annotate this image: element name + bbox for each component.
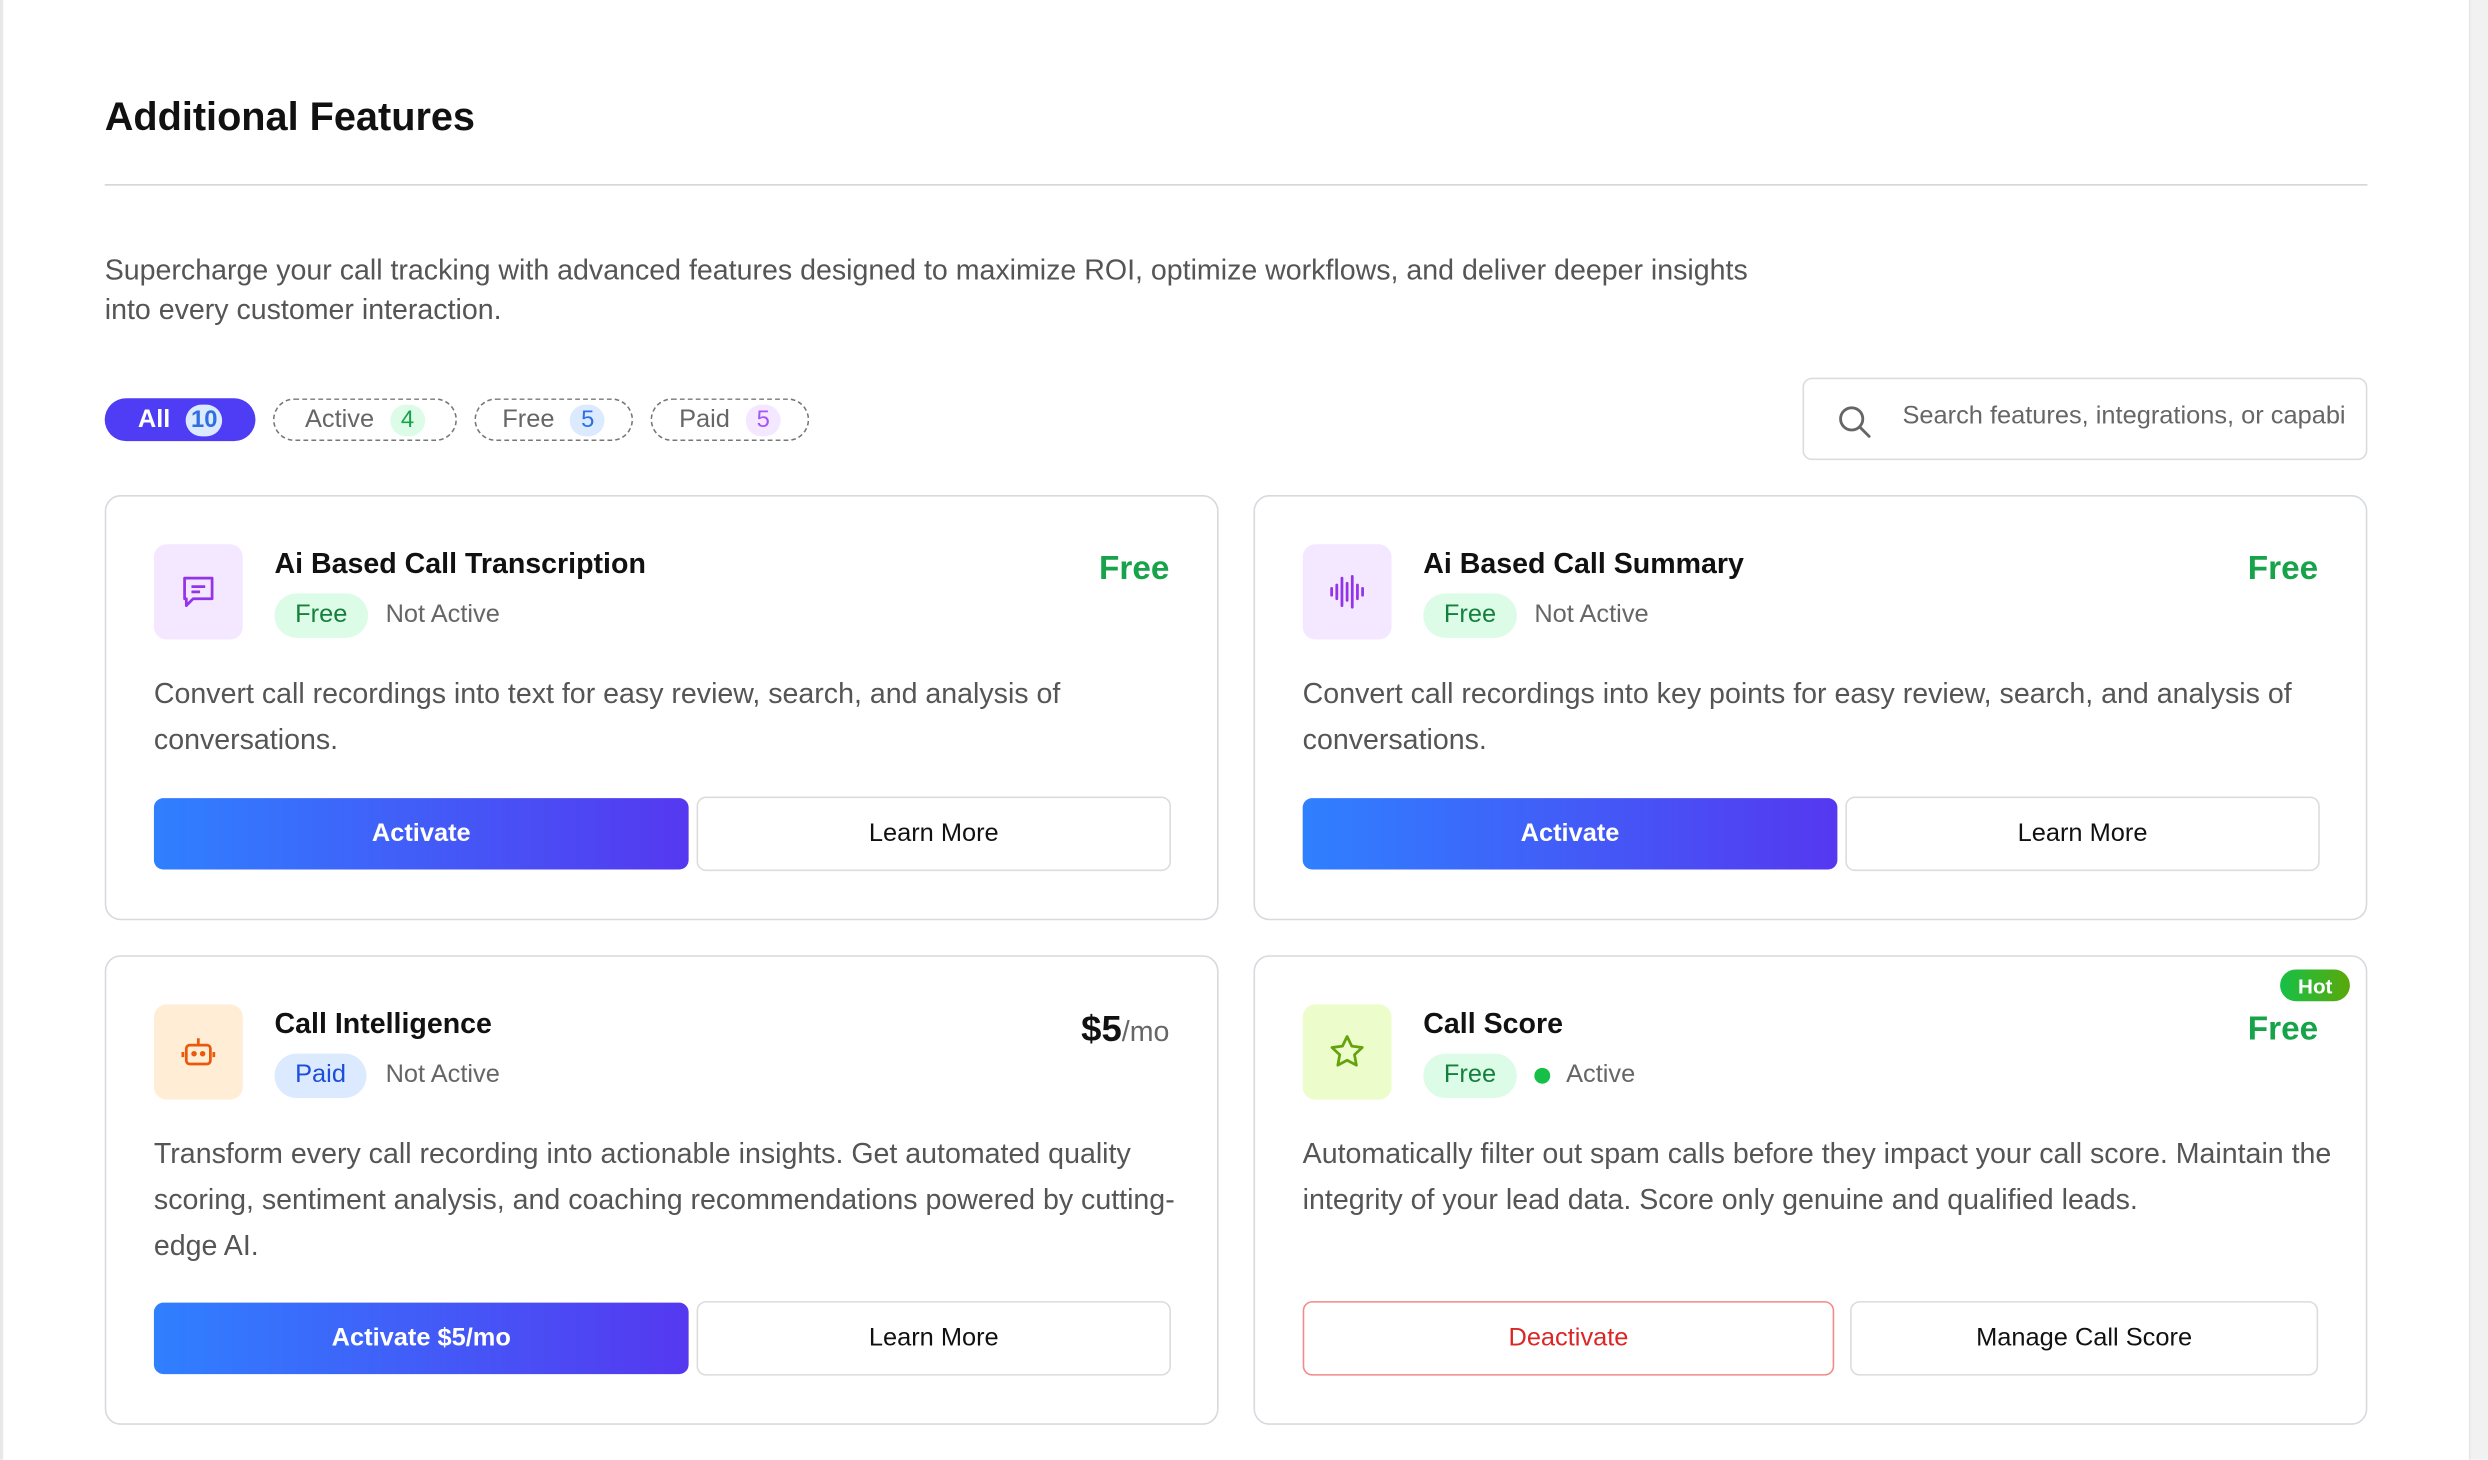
search-input[interactable]: [1899, 401, 2350, 434]
page-title: Additional Features: [104, 95, 476, 140]
status-text: Not Active: [386, 601, 500, 630]
card-description: Convert call recordings into text for ea…: [153, 677, 1061, 756]
filter-count: 5: [745, 403, 781, 436]
filter-active[interactable]: Active 4: [272, 398, 457, 442]
card-title: Call Score: [1423, 1007, 1563, 1040]
filter-count: 10: [186, 403, 223, 436]
search-box[interactable]: [1802, 377, 2368, 461]
filter-label: Active: [304, 405, 375, 433]
scrollbar[interactable]: [2468, 0, 2488, 1460]
manage-call-score-button[interactable]: Manage Call Score: [1850, 1301, 2319, 1376]
filter-count: 4: [389, 403, 425, 436]
card-description: Convert call recordings into key points …: [1302, 677, 2292, 756]
feature-card: Call Intelligence Paid Not Active $5/mo …: [104, 955, 1219, 1425]
card-price: $5/mo: [1081, 1008, 1169, 1051]
card-price: Free: [1099, 550, 1170, 588]
page-description: Supercharge your call tracking with adva…: [104, 253, 1748, 326]
price-badge: Free: [1423, 593, 1517, 638]
feature-card: Ai Based Call Summary Free Not Active Fr…: [1253, 495, 2368, 921]
active-dot: [1534, 1067, 1551, 1084]
star-icon: [1302, 1004, 1392, 1100]
status-text: Not Active: [386, 1062, 500, 1091]
filter-all[interactable]: All 10: [104, 398, 256, 442]
chat-bubble-icon: [153, 544, 243, 640]
learn-more-button[interactable]: Learn More: [1845, 796, 2320, 872]
status-text: Not Active: [1534, 601, 1648, 630]
filter-label: Free: [502, 405, 555, 433]
price-badge: Paid: [274, 1053, 367, 1098]
waveform-icon: [1302, 544, 1392, 640]
card-title: Ai Based Call Summary: [1423, 547, 1744, 580]
price-badge: Free: [1423, 1053, 1517, 1098]
feature-card: Ai Based Call Transcription Free Not Act…: [104, 495, 1219, 921]
price-unit: /mo: [1121, 1015, 1170, 1048]
status-label: Active: [1566, 1061, 1636, 1089]
search-icon: [1839, 406, 1871, 438]
status-label: Not Active: [385, 1061, 500, 1089]
learn-more-button[interactable]: Learn More: [696, 1301, 1171, 1376]
card-title: Ai Based Call Transcription: [274, 547, 646, 580]
filter-label: All: [137, 405, 171, 433]
deactivate-button[interactable]: Deactivate: [1302, 1301, 1835, 1376]
learn-more-button[interactable]: Learn More: [696, 796, 1171, 872]
card-price: Free: [2247, 1010, 2319, 1048]
feature-card: Hot Call Score Free Active Free Automati…: [1253, 955, 2368, 1425]
activate-paid-button[interactable]: Activate $5/mo: [153, 1302, 689, 1375]
status-label: Not Active: [385, 601, 500, 629]
price-amount: $5: [1081, 1007, 1122, 1049]
activate-button[interactable]: Activate: [1302, 798, 1838, 870]
activate-button[interactable]: Activate: [153, 798, 689, 870]
status-label: Not Active: [1534, 601, 1649, 629]
card-description: Transform every call recording into acti…: [153, 1137, 1175, 1262]
left-border: [0, 0, 4, 1460]
card-price: Free: [2247, 550, 2319, 588]
hot-badge: Hot: [2280, 969, 2350, 1002]
divider: [104, 184, 2368, 186]
filter-paid[interactable]: Paid 5: [650, 398, 810, 442]
filter-free[interactable]: Free 5: [474, 398, 634, 442]
filter-label: Paid: [679, 405, 730, 433]
filter-count: 5: [570, 403, 606, 436]
status-text: Active: [1534, 1062, 1635, 1091]
card-description: Automatically filter out spam calls befo…: [1302, 1137, 2332, 1216]
card-title: Call Intelligence: [274, 1007, 492, 1040]
robot-icon: [153, 1004, 243, 1100]
price-badge: Free: [274, 593, 368, 638]
